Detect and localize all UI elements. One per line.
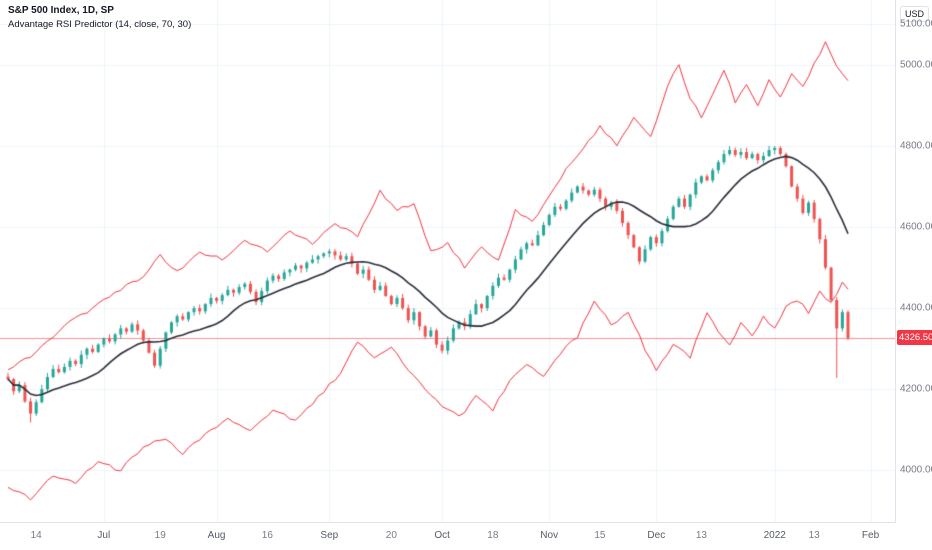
indicator-legend[interactable]: Advantage RSI Predictor (14, close, 70, … xyxy=(8,19,192,30)
time-tick-label: Feb xyxy=(861,530,880,541)
time-tick-label: 15 xyxy=(594,530,606,541)
time-tick-label: Oct xyxy=(434,530,450,541)
time-tick-label: Dec xyxy=(647,530,666,541)
time-tick-label: 20 xyxy=(385,530,397,541)
price-axis[interactable]: USD 5100.00 5000.00 4800.00 4600.00 4400.00 4… xyxy=(895,0,932,550)
time-tick-label: 18 xyxy=(487,530,499,541)
time-tick-label: 19 xyxy=(154,530,166,541)
time-tick-label: 14 xyxy=(30,530,42,541)
price-tick-label: 4600.00 xyxy=(900,221,932,233)
time-tick-label: 2022 xyxy=(763,530,786,541)
time-axis[interactable]: 14 Jul 19 Aug 16 Sep 20 Oct 18 Nov 15 Dec 13 2022 13 Fe… xyxy=(0,522,896,550)
price-tick-label: 5100.00 xyxy=(900,18,932,30)
last-price-badge: 4326.50 xyxy=(897,329,932,345)
chart-legend: S&P 500 Index, 1D, SP Advantage RSI Pred… xyxy=(8,6,191,30)
time-tick-label: 13 xyxy=(695,530,707,541)
price-tick-label: 4000.00 xyxy=(900,464,932,476)
time-tick-label: Nov xyxy=(540,530,559,541)
currency-toggle-button[interactable]: USD xyxy=(900,6,930,22)
price-tick-label: 4800.00 xyxy=(900,140,932,152)
price-chart-canvas[interactable] xyxy=(0,0,896,523)
time-tick-label: 13 xyxy=(808,530,820,541)
price-tick-label: 4200.00 xyxy=(900,383,932,395)
time-tick-label: 16 xyxy=(261,530,273,541)
time-tick-label: Aug xyxy=(207,530,226,541)
price-tick-label: 5000.00 xyxy=(900,59,932,71)
symbol-legend[interactable]: S&P 500 Index, 1D, SP xyxy=(8,5,114,16)
time-tick-label: Sep xyxy=(320,530,339,541)
price-tick-label: 4400.00 xyxy=(900,302,932,314)
time-tick-label: Jul xyxy=(97,530,111,541)
